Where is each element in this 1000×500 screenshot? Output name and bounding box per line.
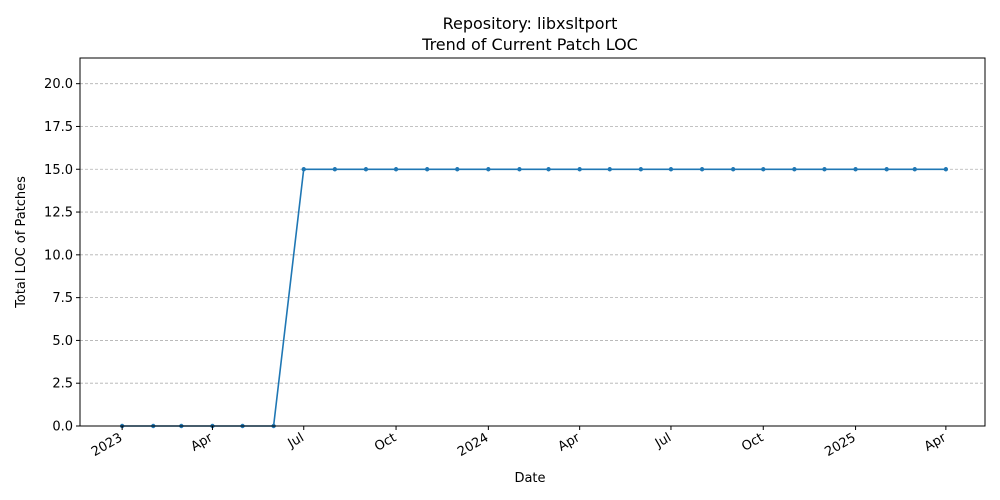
x-tick-label: 2025: [822, 430, 858, 460]
data-point: [699, 167, 705, 172]
data-point: [853, 167, 858, 172]
data-point: [668, 167, 674, 172]
y-axis-label: Total LOC of Patches: [14, 176, 29, 309]
data-point: [792, 167, 797, 172]
data-point: [363, 167, 369, 172]
chart-title-line1: Repository: libxsltport: [443, 14, 618, 33]
data-point: [332, 167, 338, 172]
data-point: [577, 167, 582, 172]
data-point: [912, 167, 917, 172]
y-tick-label: 0.0: [52, 420, 73, 435]
data-point: [517, 167, 522, 172]
x-tick-label: 2024: [455, 430, 491, 460]
x-tick-label: Oct: [739, 430, 766, 454]
data-point: [761, 167, 766, 172]
y-axis: 0.0 2.5 5.0 7.5 10.0 12.5 15.0 17.5 20.0: [44, 77, 80, 435]
data-point: [730, 167, 736, 172]
y-tick-label: 2.5: [52, 377, 73, 392]
y-tick-label: 5.0: [52, 334, 73, 349]
y-tick-label: 20.0: [44, 77, 73, 92]
data-point: [943, 167, 949, 172]
grid-layer: [80, 83, 985, 427]
data-point: [638, 167, 644, 172]
x-tick-label: Jul: [652, 430, 674, 451]
y-tick-label: 10.0: [44, 248, 73, 263]
y-tick-label: 17.5: [44, 120, 73, 135]
data-point: [455, 167, 460, 172]
plot-frame: [79, 57, 986, 427]
y-tick-label: 7.5: [52, 291, 73, 306]
series-layer: [119, 167, 949, 429]
x-tick-label: 2023: [89, 430, 125, 460]
x-axis-label: Date: [514, 471, 545, 486]
data-point: [301, 167, 306, 172]
data-point: [607, 167, 612, 172]
data-point: [486, 167, 491, 172]
x-tick-label: Apr: [188, 430, 216, 455]
x-tick-label: Apr: [922, 430, 950, 455]
data-point: [424, 167, 430, 172]
data-point: [393, 167, 399, 172]
x-axis: 2023 Apr Jul Oct 2024 Apr Jul Oct 2025 Apr: [89, 426, 949, 460]
data-point: [884, 167, 889, 172]
x-tick-label: Oct: [372, 430, 399, 454]
x-tick-label: Apr: [556, 430, 584, 455]
y-tick-label: 15.0: [44, 163, 73, 178]
x-tick-label: Jul: [285, 430, 307, 451]
data-point: [822, 167, 827, 172]
y-tick-label: 12.5: [44, 206, 73, 221]
chart-title-line2: Trend of Current Patch LOC: [421, 35, 638, 54]
data-point: [546, 167, 551, 172]
